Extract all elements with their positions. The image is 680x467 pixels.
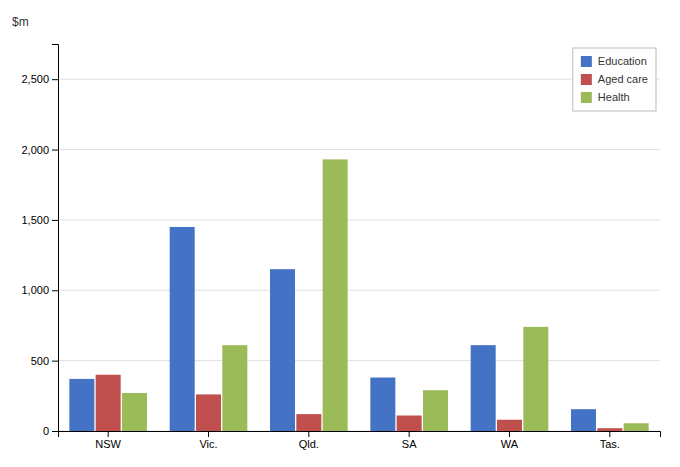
bar bbox=[323, 159, 348, 431]
y-axis-line bbox=[52, 45, 59, 432]
x-tick: NSW bbox=[95, 431, 121, 450]
legend-label: Aged care bbox=[598, 73, 648, 85]
legend-label: Education bbox=[598, 55, 647, 67]
y-tick: 2,000 bbox=[21, 144, 58, 156]
bar bbox=[222, 345, 247, 431]
plot: 0 500 1,000 1,500 2,000 2,500 NSW Vic. Qld. SA WA T… bbox=[12, 15, 661, 450]
legend-item: Aged care bbox=[581, 73, 648, 85]
bar bbox=[270, 269, 295, 431]
bar bbox=[196, 394, 221, 431]
grid bbox=[58, 79, 660, 431]
x-axis-line bbox=[59, 432, 661, 438]
x-tick: Tas. bbox=[600, 431, 620, 450]
bar bbox=[397, 416, 422, 431]
x-tick-label: Tas. bbox=[600, 438, 620, 450]
x-tick-label: NSW bbox=[95, 438, 121, 450]
bar bbox=[497, 420, 522, 431]
y-tick: 0 bbox=[43, 425, 58, 437]
bar bbox=[471, 345, 496, 431]
legend-swatch bbox=[581, 74, 592, 85]
legend-swatch bbox=[581, 92, 592, 103]
y-tick: 1,000 bbox=[21, 284, 58, 296]
y-tick-label: 2,000 bbox=[21, 144, 49, 156]
x-tick-mark bbox=[208, 431, 209, 437]
y-tick-mark bbox=[52, 79, 58, 80]
y-tick: 500 bbox=[31, 355, 58, 367]
bar bbox=[170, 227, 195, 431]
bar bbox=[571, 409, 596, 431]
y-tick-label: 0 bbox=[43, 425, 49, 437]
x-tick-mark bbox=[308, 431, 309, 437]
x-axis: NSW Vic. Qld. SA WA Tas. bbox=[59, 431, 661, 450]
y-tick-mark bbox=[52, 290, 58, 291]
y-tick-mark bbox=[52, 361, 58, 362]
y-tick-label: 500 bbox=[31, 355, 49, 367]
y-tick: 2,500 bbox=[21, 73, 58, 85]
bar bbox=[296, 414, 321, 431]
x-tick: SA bbox=[402, 431, 417, 450]
grid-line bbox=[58, 79, 660, 80]
legend-label: Health bbox=[598, 91, 630, 103]
x-tick-mark bbox=[409, 431, 410, 437]
x-tick: Vic. bbox=[199, 431, 217, 450]
grid-line bbox=[58, 149, 660, 150]
chart-svg: 0 500 1,000 1,500 2,000 2,500 NSW Vic. Qld. SA WA T… bbox=[0, 0, 680, 467]
bar bbox=[370, 378, 395, 431]
bar bbox=[69, 379, 94, 431]
legend-frame bbox=[573, 48, 656, 111]
x-tick-label: SA bbox=[402, 438, 417, 450]
chart-container: 0 500 1,000 1,500 2,000 2,500 NSW Vic. Qld. SA WA T… bbox=[0, 0, 680, 467]
y-tick: 1,500 bbox=[21, 214, 58, 226]
legend: Education Aged care Health bbox=[573, 48, 656, 111]
bar bbox=[597, 428, 622, 431]
y-axis: 0 500 1,000 1,500 2,000 2,500 bbox=[21, 45, 58, 438]
bar-series bbox=[122, 159, 649, 431]
y-tick-label: 2,500 bbox=[21, 73, 49, 85]
y-tick-label: 1,000 bbox=[21, 284, 49, 296]
grid-line bbox=[58, 219, 660, 220]
x-tick: WA bbox=[501, 431, 519, 450]
bar bbox=[96, 375, 121, 431]
legend-swatch bbox=[581, 56, 592, 67]
y-tick-label: 1,500 bbox=[21, 214, 49, 226]
y-tick-mark bbox=[52, 150, 58, 151]
y-tick-mark bbox=[52, 431, 58, 432]
x-tick-mark bbox=[509, 431, 510, 437]
bars bbox=[69, 159, 648, 431]
grid-line bbox=[58, 360, 660, 361]
legend-item: Education bbox=[581, 55, 647, 67]
x-tick-label: Qld. bbox=[299, 438, 319, 450]
x-tick-mark bbox=[609, 431, 610, 437]
grid-line bbox=[58, 290, 660, 291]
legend-item: Health bbox=[581, 91, 630, 103]
bar bbox=[624, 423, 649, 431]
bar bbox=[122, 393, 147, 431]
x-tick-mark bbox=[108, 431, 109, 437]
x-tick-label: Vic. bbox=[199, 438, 217, 450]
y-tick-mark bbox=[52, 220, 58, 221]
bar bbox=[523, 327, 548, 431]
x-tick-label: WA bbox=[501, 438, 519, 450]
x-tick: Qld. bbox=[299, 431, 319, 450]
bar bbox=[423, 390, 448, 431]
y-axis-title: $m bbox=[12, 15, 29, 29]
